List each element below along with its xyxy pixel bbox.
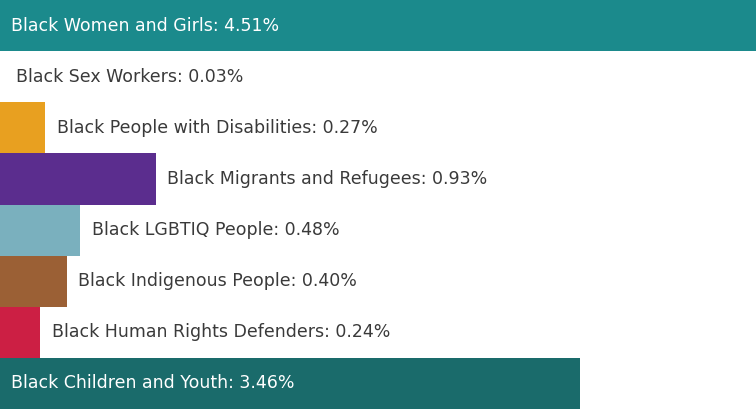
Bar — [0, 256, 67, 307]
Text: Black Women and Girls: 4.51%: Black Women and Girls: 4.51% — [11, 16, 280, 35]
Bar — [0, 307, 40, 358]
Bar — [0, 204, 80, 256]
Text: Black People with Disabilities: 0.27%: Black People with Disabilities: 0.27% — [57, 119, 377, 137]
Bar — [0, 358, 580, 409]
Text: Black Children and Youth: 3.46%: Black Children and Youth: 3.46% — [11, 374, 295, 393]
Bar — [0, 51, 5, 102]
Text: Black Indigenous People: 0.40%: Black Indigenous People: 0.40% — [79, 272, 358, 290]
Text: Black Migrants and Refugees: 0.93%: Black Migrants and Refugees: 0.93% — [167, 170, 488, 188]
Bar — [0, 0, 756, 51]
Text: Black LGBTIQ People: 0.48%: Black LGBTIQ People: 0.48% — [91, 221, 339, 239]
Text: Black Sex Workers: 0.03%: Black Sex Workers: 0.03% — [17, 67, 243, 86]
Bar — [0, 153, 156, 204]
Bar — [0, 51, 756, 102]
Bar — [0, 102, 45, 153]
Text: Black Human Rights Defenders: 0.24%: Black Human Rights Defenders: 0.24% — [51, 323, 390, 342]
